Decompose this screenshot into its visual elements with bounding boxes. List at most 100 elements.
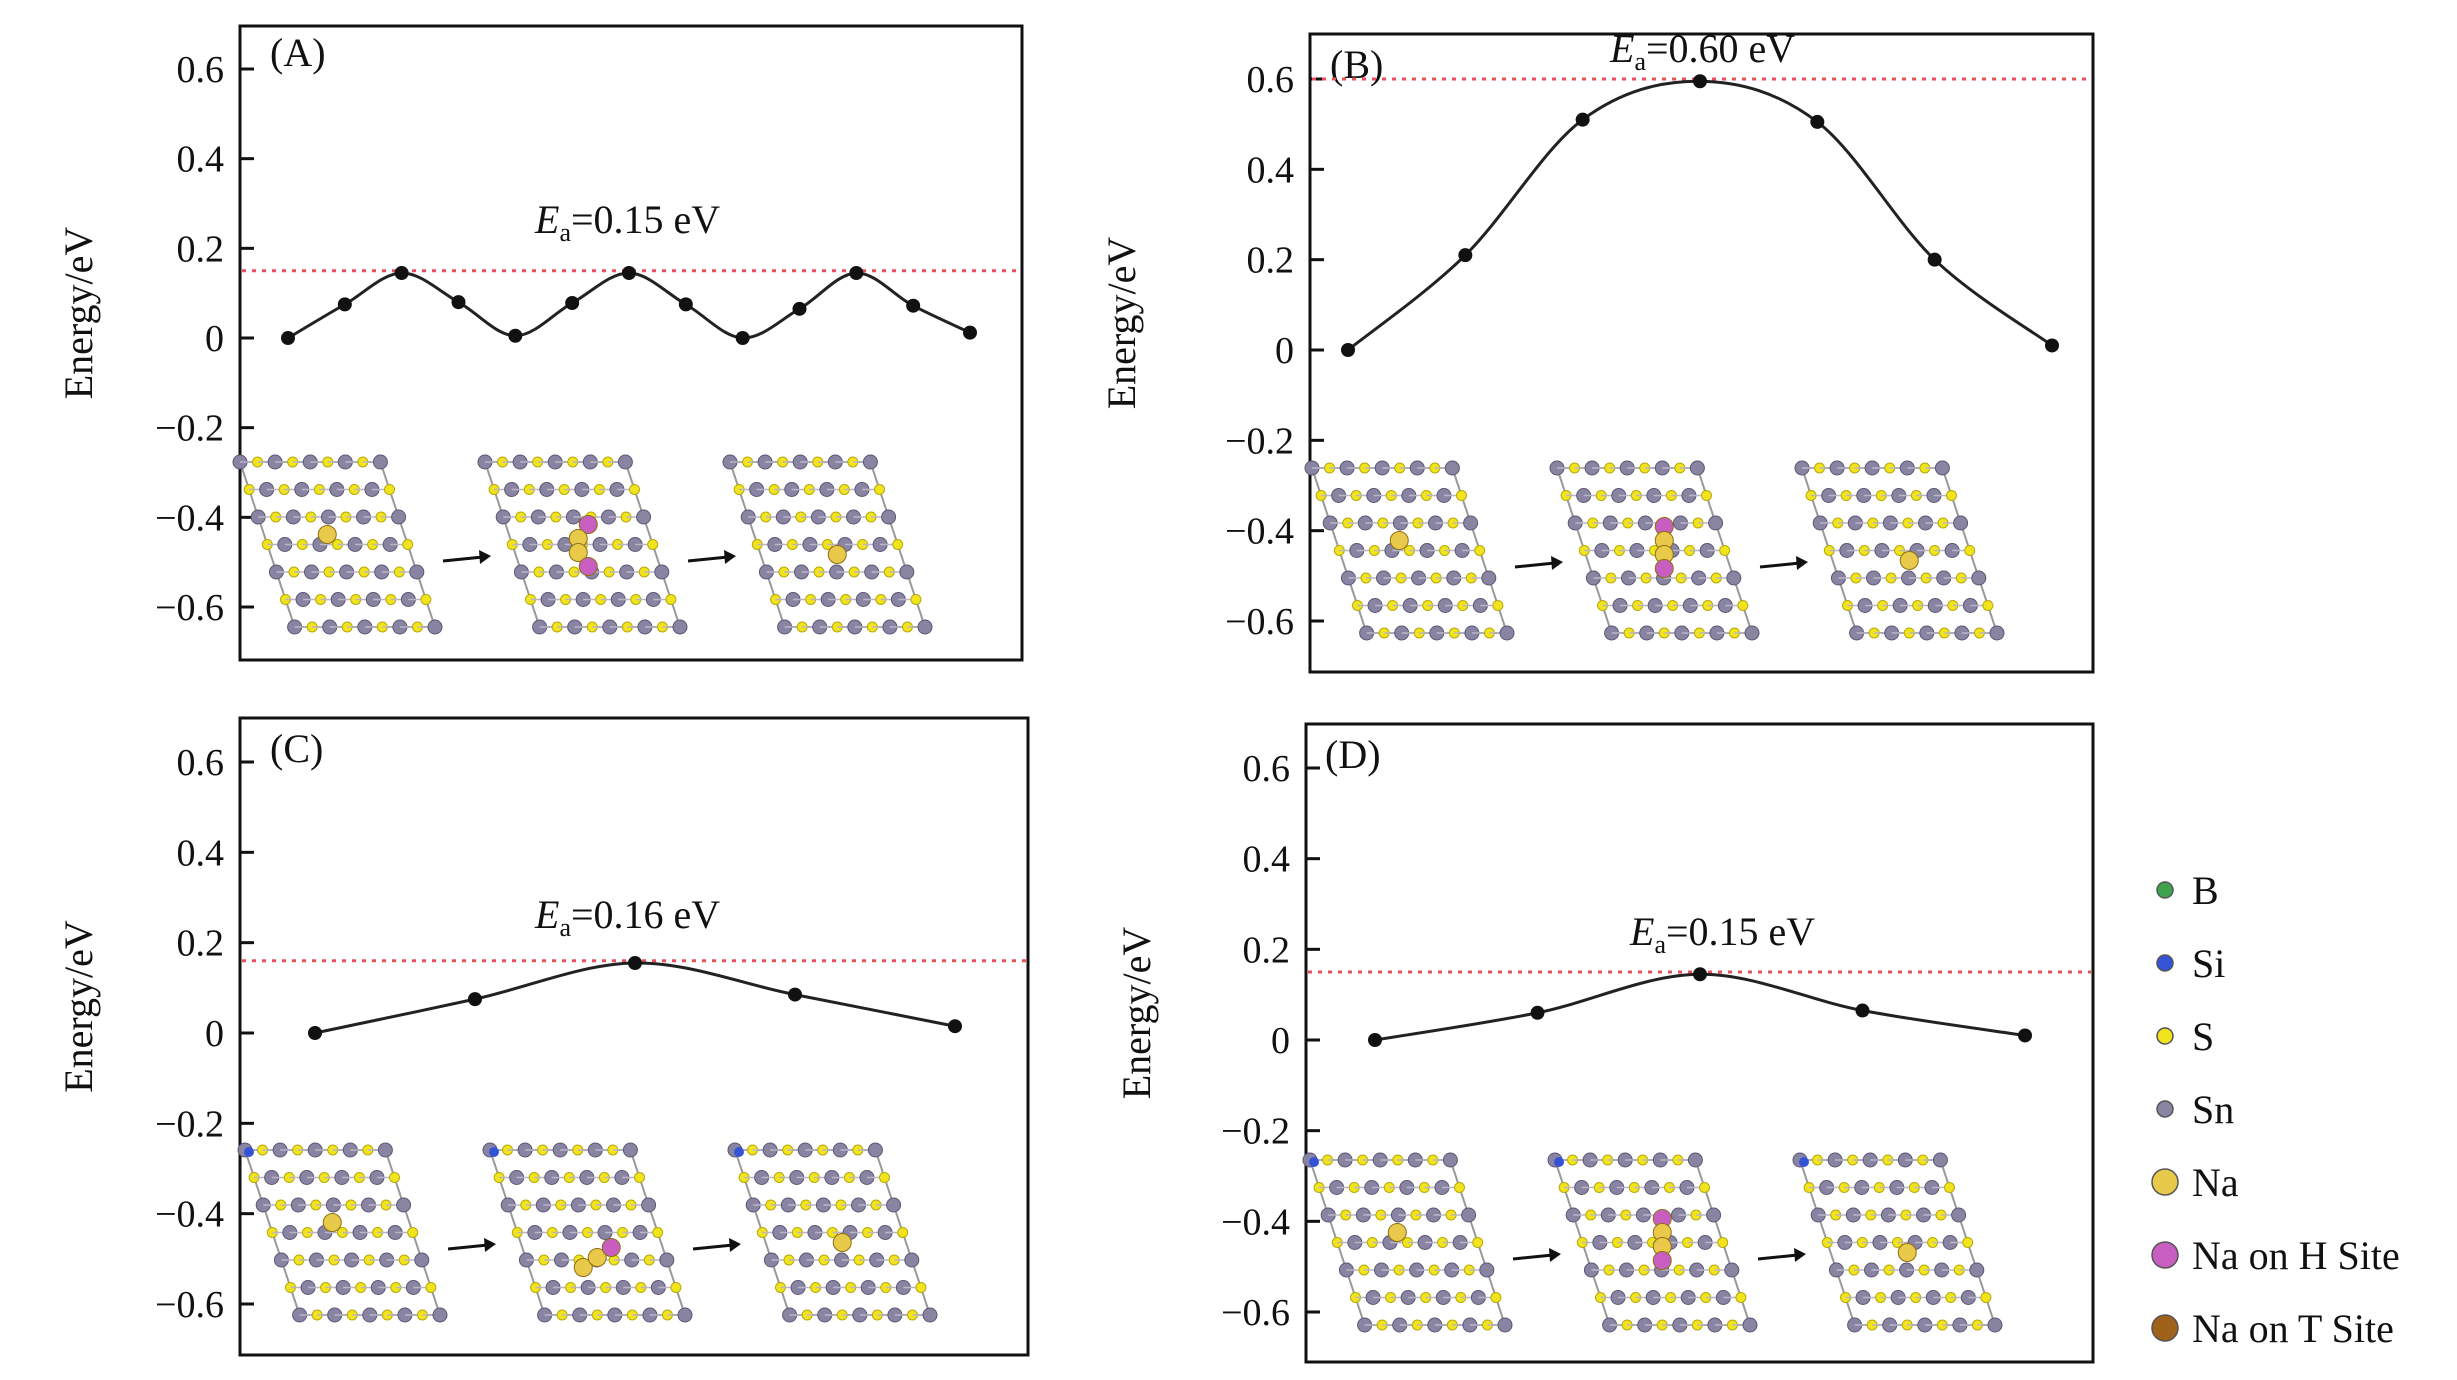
y-tick-label: −0.2 (155, 1103, 224, 1145)
y-tick-label: 0.4 (177, 139, 225, 181)
plot-frame (238, 716, 1030, 1357)
energy-data-point (1575, 112, 1590, 127)
energy-data-point (678, 297, 693, 312)
s-atom (1490, 1292, 1502, 1303)
y-tick-label: 0.4 (1247, 149, 1295, 191)
sn-atom (641, 1197, 657, 1213)
energy-data-point (1458, 248, 1473, 263)
y-tick-label: −0.6 (155, 587, 224, 629)
sn-atom (1497, 1317, 1513, 1333)
activation-energy-label: Ea=0.15 eV (534, 197, 720, 247)
na-atom (322, 1213, 342, 1232)
plot-frame (238, 24, 1024, 662)
arrow-head (729, 1238, 741, 1252)
y-tick-label: 0.6 (1243, 748, 1291, 790)
s-atom (652, 1227, 664, 1238)
sn-atom (1499, 625, 1515, 641)
s-atom (897, 1227, 909, 1238)
energy-data-point (394, 265, 409, 280)
arrow-head (479, 550, 491, 564)
arrow-shaft (1759, 561, 1801, 569)
energy-data-point (735, 331, 750, 345)
legend: B Si S Sn Na Na on H Site Na on T Site (2151, 868, 2400, 1351)
activation-energy-label: Ea=0.15 eV (1629, 909, 1815, 959)
y-tick-label: 0.6 (177, 742, 225, 784)
s-atom (1962, 1237, 1974, 1248)
panel-label: (A) (270, 30, 326, 75)
energy-data-point (948, 1019, 962, 1034)
sn-atom (1971, 570, 1987, 586)
energy-curve (314, 961, 956, 1035)
sn-atom (881, 509, 897, 525)
arrow-head (724, 550, 736, 564)
s-atom (389, 1172, 400, 1183)
y-axis-label: Energy/eV (1114, 927, 1159, 1100)
s-atom (1454, 1182, 1465, 1193)
lattice-structure (722, 454, 933, 635)
arrow-shaft (687, 555, 729, 563)
y-tick-label: −0.4 (1221, 1201, 1290, 1243)
sn-atom (1934, 460, 1950, 476)
structure-insets (237, 1142, 938, 1323)
legend-marker (2156, 881, 2174, 899)
s-atom (1982, 600, 1994, 611)
s-atom (1472, 1237, 1484, 1248)
s-atom (1474, 545, 1486, 556)
legend-marker (2156, 1100, 2174, 1118)
plot-frame (1304, 722, 2095, 1364)
na-atom (832, 1233, 852, 1252)
energy-data-point (792, 301, 807, 316)
arrow-shaft (692, 1243, 734, 1251)
s-atom (384, 484, 395, 495)
arrow-shaft (1757, 1253, 1799, 1261)
energy-data-point (628, 955, 642, 970)
legend-label: Si (2192, 941, 2225, 986)
y-tick-label: −0.6 (155, 1284, 224, 1326)
arrow-shaft (1512, 1253, 1554, 1261)
energy-curve (287, 271, 971, 340)
y-tick-label: 0.2 (1247, 240, 1295, 282)
arrow-head (1551, 556, 1563, 570)
energy-data-point (1855, 1003, 1870, 1018)
s-atom (915, 1282, 927, 1293)
s-atom (879, 1172, 890, 1183)
y-axis-label: Energy/eV (56, 920, 101, 1093)
s-atom (1717, 1237, 1729, 1248)
s-atom (1980, 1292, 1992, 1303)
sn-atom (396, 1197, 412, 1213)
na-atom-path (1652, 1251, 1672, 1270)
sn-atom (391, 509, 407, 525)
energy-data-point (622, 265, 636, 280)
y-tick-label: 0 (205, 318, 224, 360)
y-tick-label: −0.2 (155, 408, 224, 450)
arrow-head (484, 1238, 496, 1252)
energy-data-point (451, 295, 466, 310)
na-atom-path (601, 1238, 621, 1257)
sn-atom (1463, 515, 1479, 531)
sn-atom (377, 1142, 393, 1158)
s-atom (647, 539, 659, 550)
sn-atom (372, 454, 388, 470)
na-atom-path (578, 557, 598, 576)
sn-atom (1461, 1207, 1477, 1223)
na-atom (1389, 531, 1409, 550)
y-tick-label: 0.2 (177, 923, 225, 965)
si-atom (489, 1147, 499, 1157)
y-tick-label: 0.4 (1243, 839, 1291, 881)
s-atom (420, 594, 432, 605)
s-atom (1737, 600, 1749, 611)
energy-curve (1374, 972, 2026, 1042)
energy-data-point (788, 987, 802, 1002)
y-tick-label: 0 (1271, 1020, 1290, 1062)
energy-data-point (2045, 338, 2059, 353)
sn-atom (1742, 1317, 1758, 1333)
energy-data-point (906, 298, 921, 313)
s-atom (892, 539, 904, 550)
s-atom (1944, 1182, 1955, 1193)
sn-atom (862, 454, 878, 470)
sn-atom (677, 1307, 693, 1323)
s-atom (1964, 545, 1976, 556)
sn-atom (1951, 1207, 1967, 1223)
